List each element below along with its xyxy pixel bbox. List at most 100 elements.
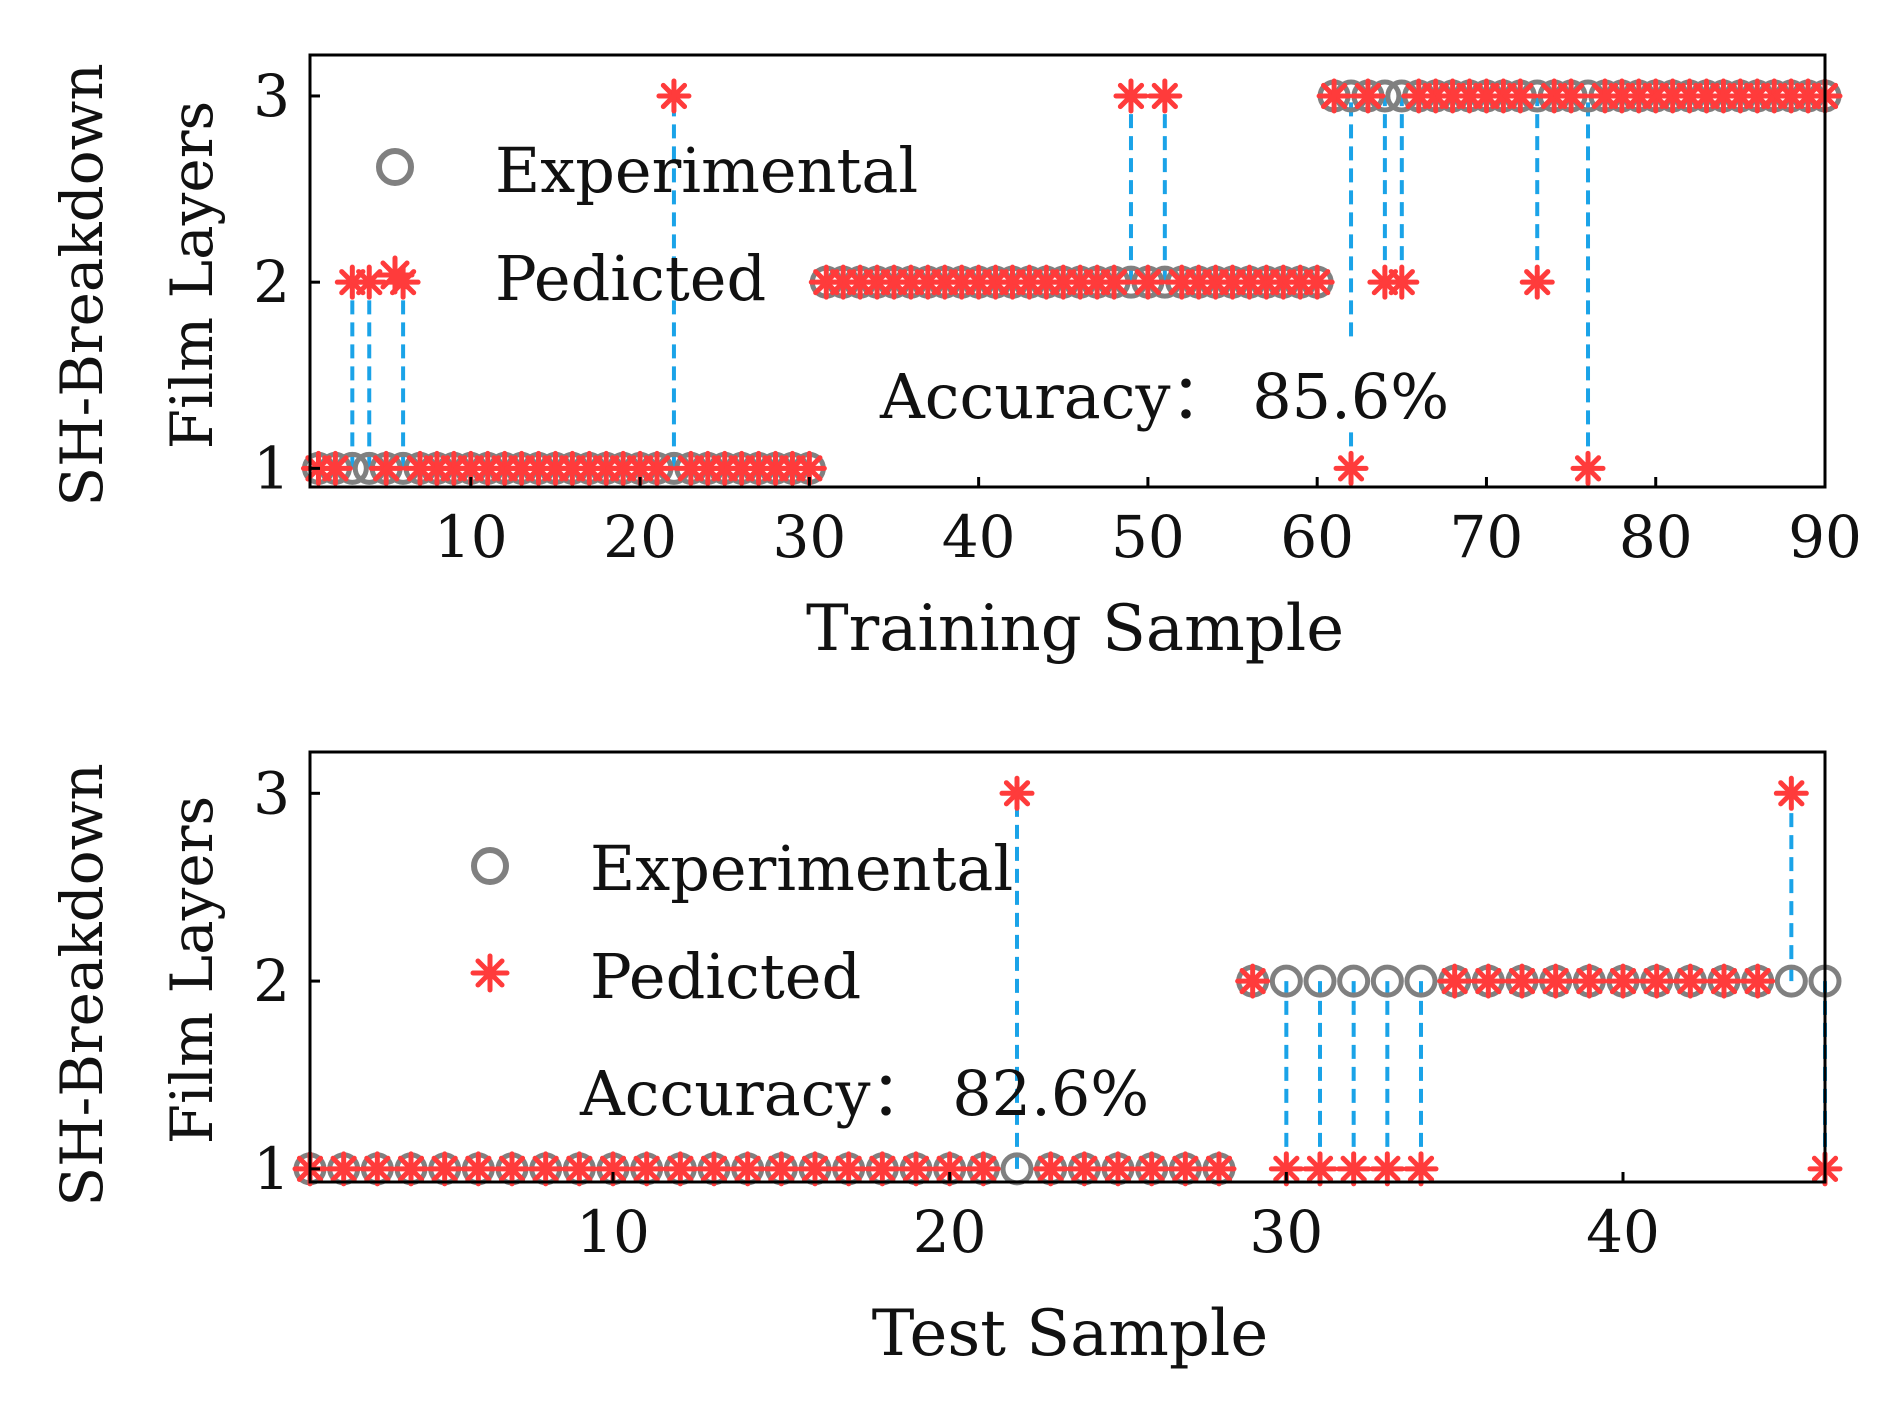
- predicted-point: [1403, 1151, 1439, 1187]
- predicted-point: [393, 1151, 429, 1187]
- predicted-point: [965, 1151, 1001, 1187]
- y-ticks: 1 2 3: [253, 62, 320, 502]
- predicted-point: [1302, 1151, 1338, 1187]
- legend-predicted-marker: [375, 255, 415, 295]
- x-tick-label: 40: [942, 503, 1016, 571]
- annotation-background: [872, 342, 1450, 432]
- predicted-point: [1235, 963, 1271, 999]
- x-tick-label: 30: [1249, 1198, 1323, 1266]
- predicted-point: [696, 1151, 732, 1187]
- test-chart: 10 20 30 40 1 2 3 Experimental Pedicted Accur…: [48, 750, 1843, 1371]
- predicted-point: [317, 450, 353, 486]
- x-tick-label: 50: [1111, 503, 1185, 571]
- y-tick-label: 2: [253, 947, 290, 1015]
- predicted-point: [898, 1151, 934, 1187]
- predicted-point: [1470, 963, 1506, 999]
- predicted-point: [326, 1151, 362, 1187]
- predicted-point: [999, 775, 1035, 811]
- predicted-point: [864, 1151, 900, 1187]
- predicted-point: [1740, 963, 1776, 999]
- experimental-point: [1303, 964, 1337, 998]
- predicted-point: [1437, 963, 1473, 999]
- predicted-point: [1605, 963, 1641, 999]
- y-ticks: 1 2 3: [253, 759, 320, 1203]
- predicted-point: [1134, 1151, 1170, 1187]
- experimental-point: [1370, 964, 1404, 998]
- predicted-point: [656, 78, 692, 114]
- y-axis-label-line2: Film Layers: [158, 101, 226, 449]
- accuracy-annotation: Accuracy： 82.6%: [579, 1057, 1149, 1130]
- predicted-point: [1299, 264, 1335, 300]
- y-tick-label: 1: [253, 434, 290, 502]
- predicted-point: [1570, 450, 1606, 486]
- training-chart: 10 20 30 40 50 60 70 80 90 1 2 3 Experimental Pedi…: [48, 53, 1862, 666]
- predicted-point: [1350, 78, 1386, 114]
- predicted-point: [662, 1151, 698, 1187]
- experimental-point: [1404, 964, 1438, 998]
- predicted-point: [639, 450, 675, 486]
- experimental-point: [1337, 964, 1371, 998]
- x-tick-label: 10: [576, 1198, 650, 1266]
- predicted-point: [528, 1151, 564, 1187]
- legend-experimental-marker: [376, 148, 414, 186]
- predicted-point: [831, 1151, 867, 1187]
- y-axis-label-line2: Film Layers: [158, 796, 226, 1144]
- predicted-point: [1384, 264, 1420, 300]
- predicted-point: [1538, 963, 1574, 999]
- predicted-point: [763, 1151, 799, 1187]
- x-tick-label: 10: [434, 503, 508, 571]
- predicted-point: [1553, 78, 1589, 114]
- predicted-point: [1571, 963, 1607, 999]
- x-ticks: 10 20 30 40: [576, 1172, 1660, 1266]
- legend: Experimental Pedicted: [375, 134, 918, 315]
- predicted-point: [629, 1151, 665, 1187]
- predicted-point: [1100, 1151, 1136, 1187]
- predicted-point: [595, 1151, 631, 1187]
- x-tick-label: 40: [1586, 1198, 1660, 1266]
- predicted-series: [300, 78, 1843, 486]
- predicted-point: [1369, 1151, 1405, 1187]
- plot-frame: [308, 53, 1827, 489]
- legend-experimental-marker: [471, 847, 509, 885]
- predicted-point: [1519, 264, 1555, 300]
- legend-experimental-label: Experimental: [495, 134, 918, 207]
- predicted-point: [1333, 450, 1369, 486]
- accuracy-annotation: Accuracy： 85.6%: [879, 360, 1449, 433]
- x-tick-label: 80: [1619, 503, 1693, 571]
- predicted-point: [797, 1151, 833, 1187]
- legend-predicted-marker: [470, 953, 510, 993]
- predicted-point: [1316, 78, 1352, 114]
- predicted-point: [1336, 1151, 1372, 1187]
- predicted-point: [494, 1151, 530, 1187]
- predicted-point: [427, 1151, 463, 1187]
- predicted-point: [1773, 775, 1809, 811]
- predicted-series: [292, 775, 1843, 1187]
- x-tick-label: 70: [1450, 503, 1524, 571]
- predicted-point: [1066, 1151, 1102, 1187]
- predicted-point: [368, 450, 404, 486]
- predicted-point: [730, 1151, 766, 1187]
- predicted-point: [359, 1151, 395, 1187]
- predicted-point: [460, 1151, 496, 1187]
- predicted-point: [1706, 963, 1742, 999]
- predicted-point: [1033, 1151, 1069, 1187]
- legend-predicted-label: Pedicted: [590, 940, 861, 1013]
- legend-experimental-label: Experimental: [590, 832, 1013, 905]
- legend-predicted-label: Pedicted: [495, 242, 766, 315]
- predicted-point: [1147, 78, 1183, 114]
- plot-frame: [308, 750, 1827, 1184]
- predicted-point: [1201, 1151, 1237, 1187]
- x-tick-label: 20: [603, 503, 677, 571]
- y-tick-label: 3: [253, 759, 290, 827]
- y-tick-label: 2: [253, 248, 290, 316]
- predicted-point: [561, 1151, 597, 1187]
- error-lines: [350, 95, 1591, 469]
- predicted-point: [1096, 264, 1132, 300]
- x-tick-label: 20: [913, 1198, 987, 1266]
- x-ticks: 10 20 30 40 50 60 70 80 90: [434, 477, 1862, 571]
- predicted-point: [1502, 78, 1538, 114]
- predicted-point: [1167, 1151, 1203, 1187]
- legend: Experimental Pedicted: [470, 832, 1013, 1013]
- predicted-point: [1672, 963, 1708, 999]
